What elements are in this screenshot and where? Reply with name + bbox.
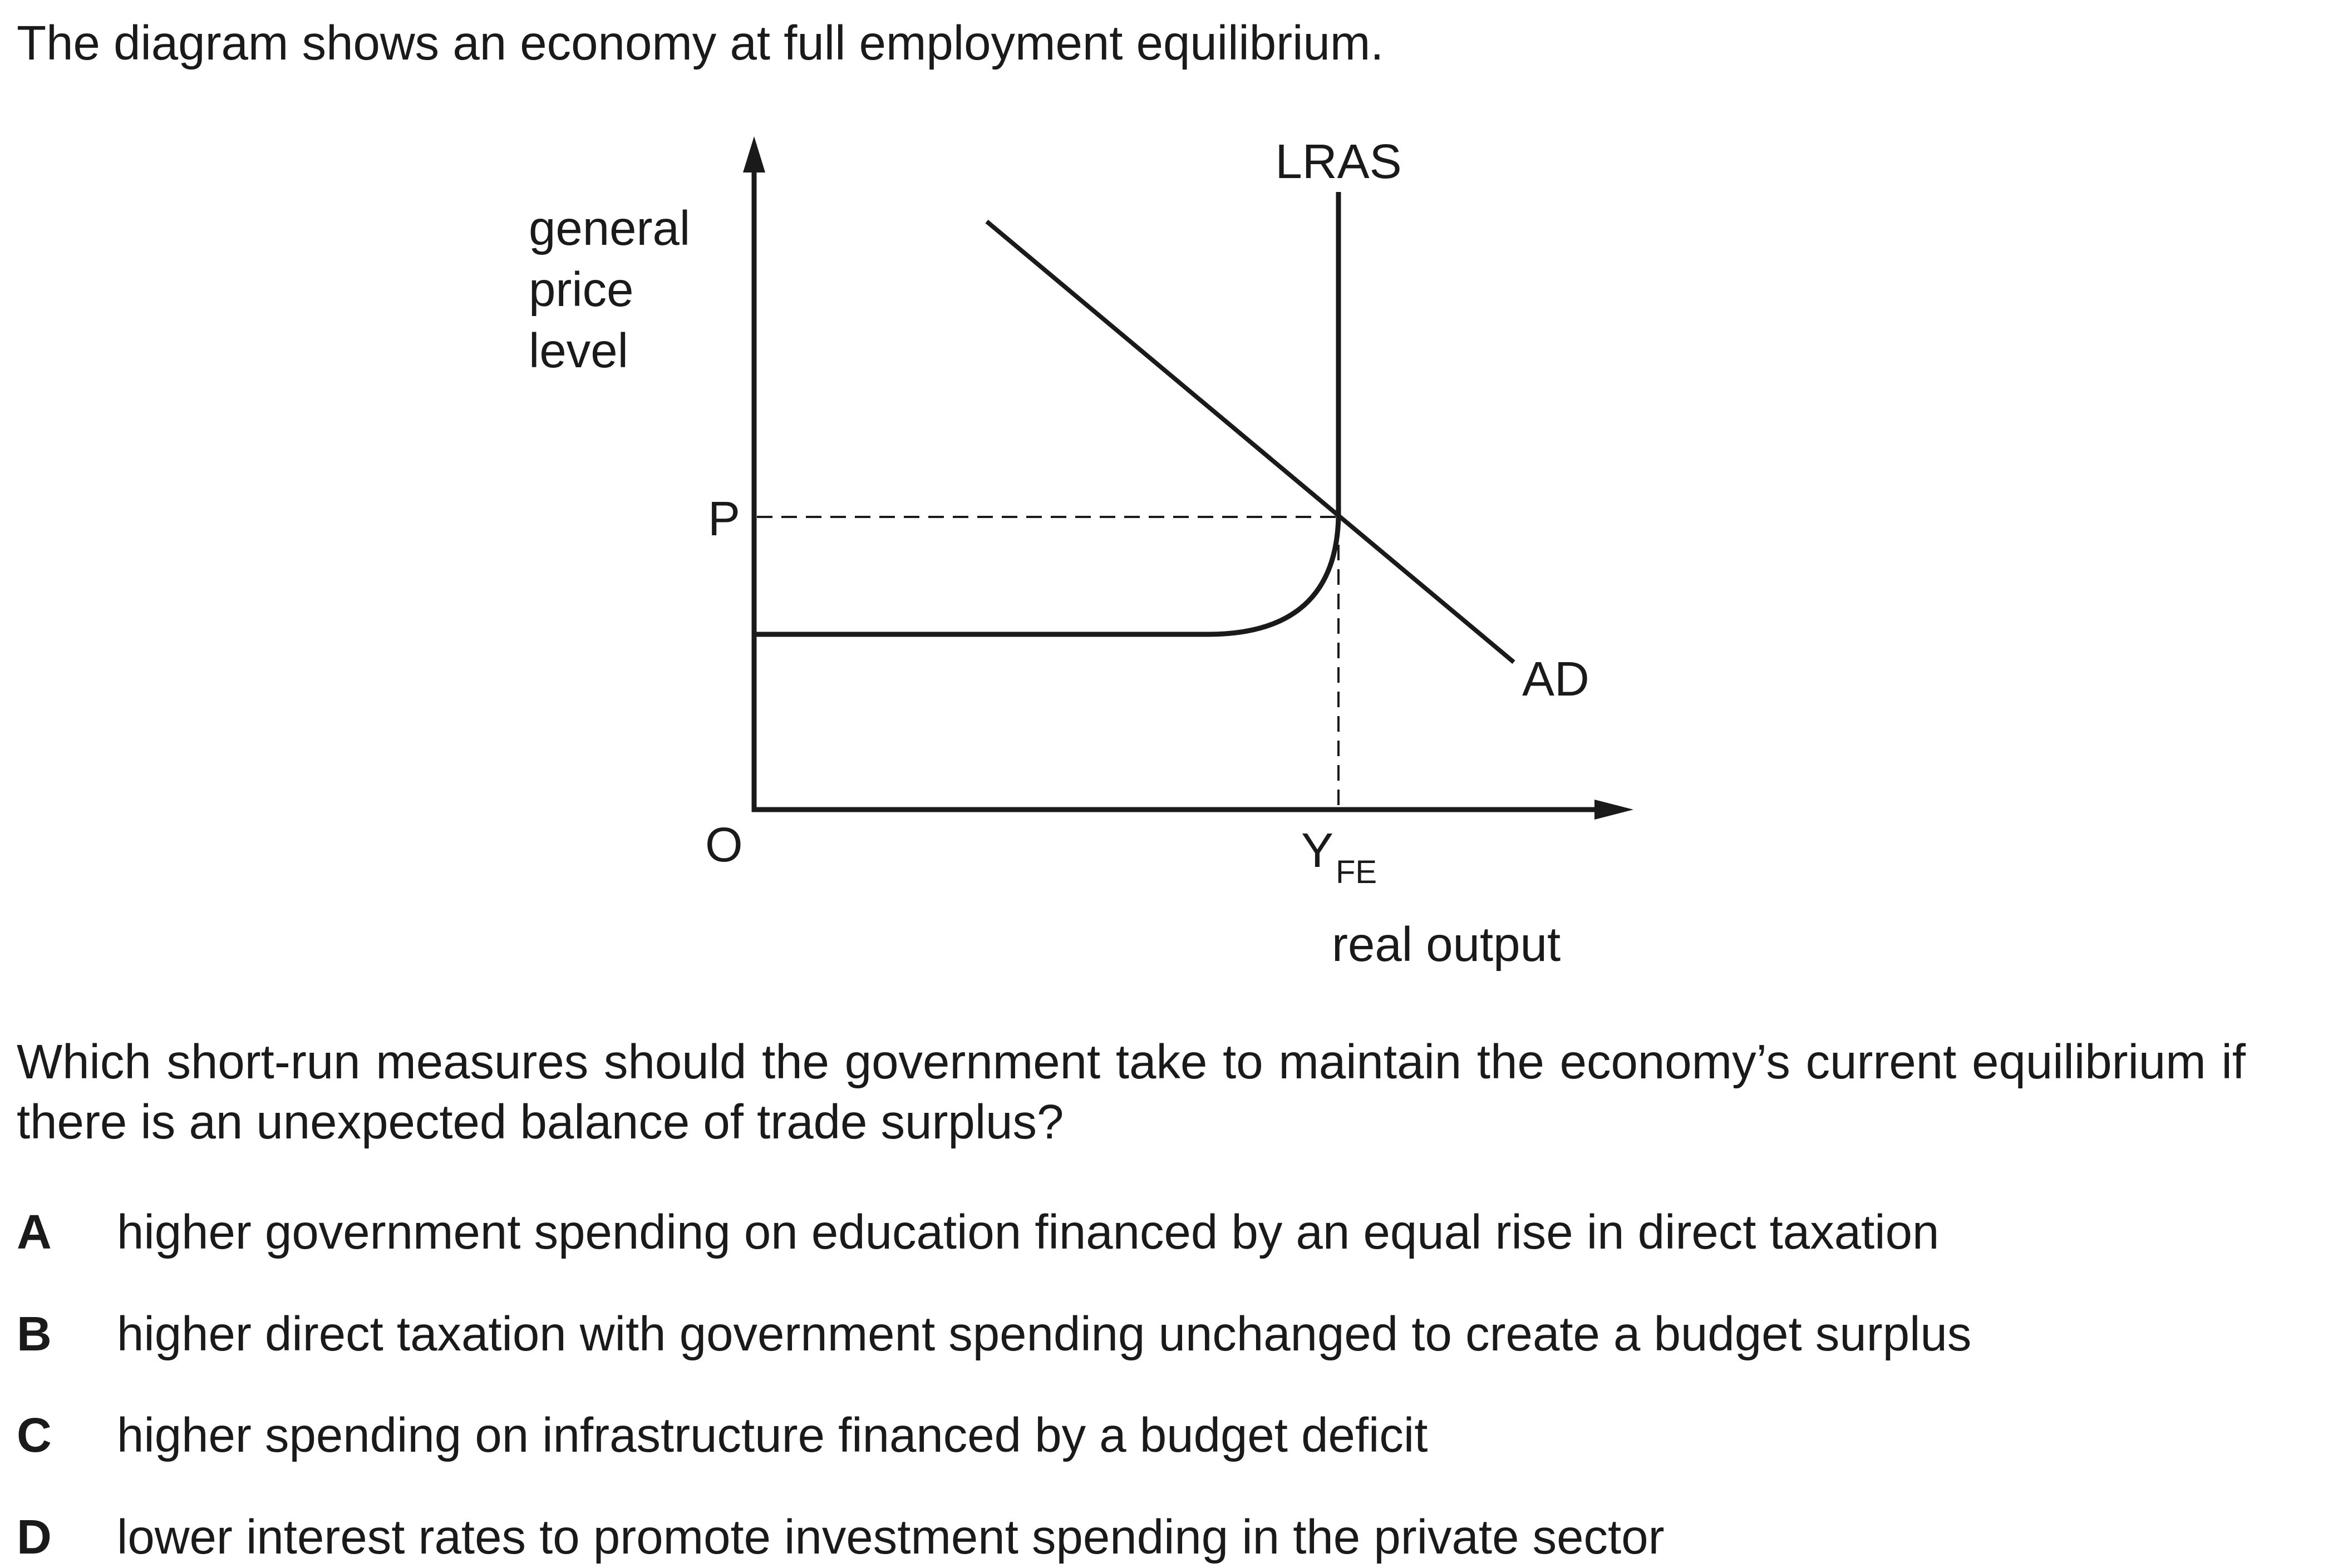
question-text: Which short-run measures should the gove… <box>17 1035 2246 1149</box>
option-c-text: higher spending on infrastructure financ… <box>117 1408 1428 1462</box>
option-a-letter: A <box>17 1205 52 1259</box>
y-axis-label-line-2: price <box>529 263 634 317</box>
option-b-text: higher direct taxation with government s… <box>117 1307 1972 1361</box>
ad-lras-diagram: general price level LRAS AD P O Y FE rea… <box>529 135 1633 972</box>
origin-label: O <box>705 818 743 872</box>
full-employment-output-label: Y FE <box>1301 824 1377 890</box>
price-label: P <box>708 492 740 546</box>
y-axis-label-line-3: level <box>529 324 628 378</box>
ad-label: AD <box>1522 652 1589 706</box>
intro-text: The diagram shows an economy at full emp… <box>17 16 1384 70</box>
option-c-letter: C <box>17 1408 52 1462</box>
output-label-main: Y <box>1301 824 1333 877</box>
option-a-text: higher government spending on education … <box>117 1205 1940 1259</box>
y-axis-label-line-1: general <box>529 201 690 255</box>
option-b-letter: B <box>17 1307 52 1361</box>
option-d-text: lower interest rates to promote investme… <box>117 1510 1665 1564</box>
output-label-subscript: FE <box>1336 854 1377 890</box>
lras-label: LRAS <box>1275 135 1401 189</box>
x-axis-arrowhead <box>1594 800 1633 820</box>
y-axis-arrowhead <box>743 136 765 172</box>
ad-curve <box>985 219 1515 664</box>
aggregate-supply-curve <box>754 192 1341 637</box>
x-axis-label: real output <box>1332 918 1561 972</box>
option-d-letter: D <box>17 1510 52 1564</box>
